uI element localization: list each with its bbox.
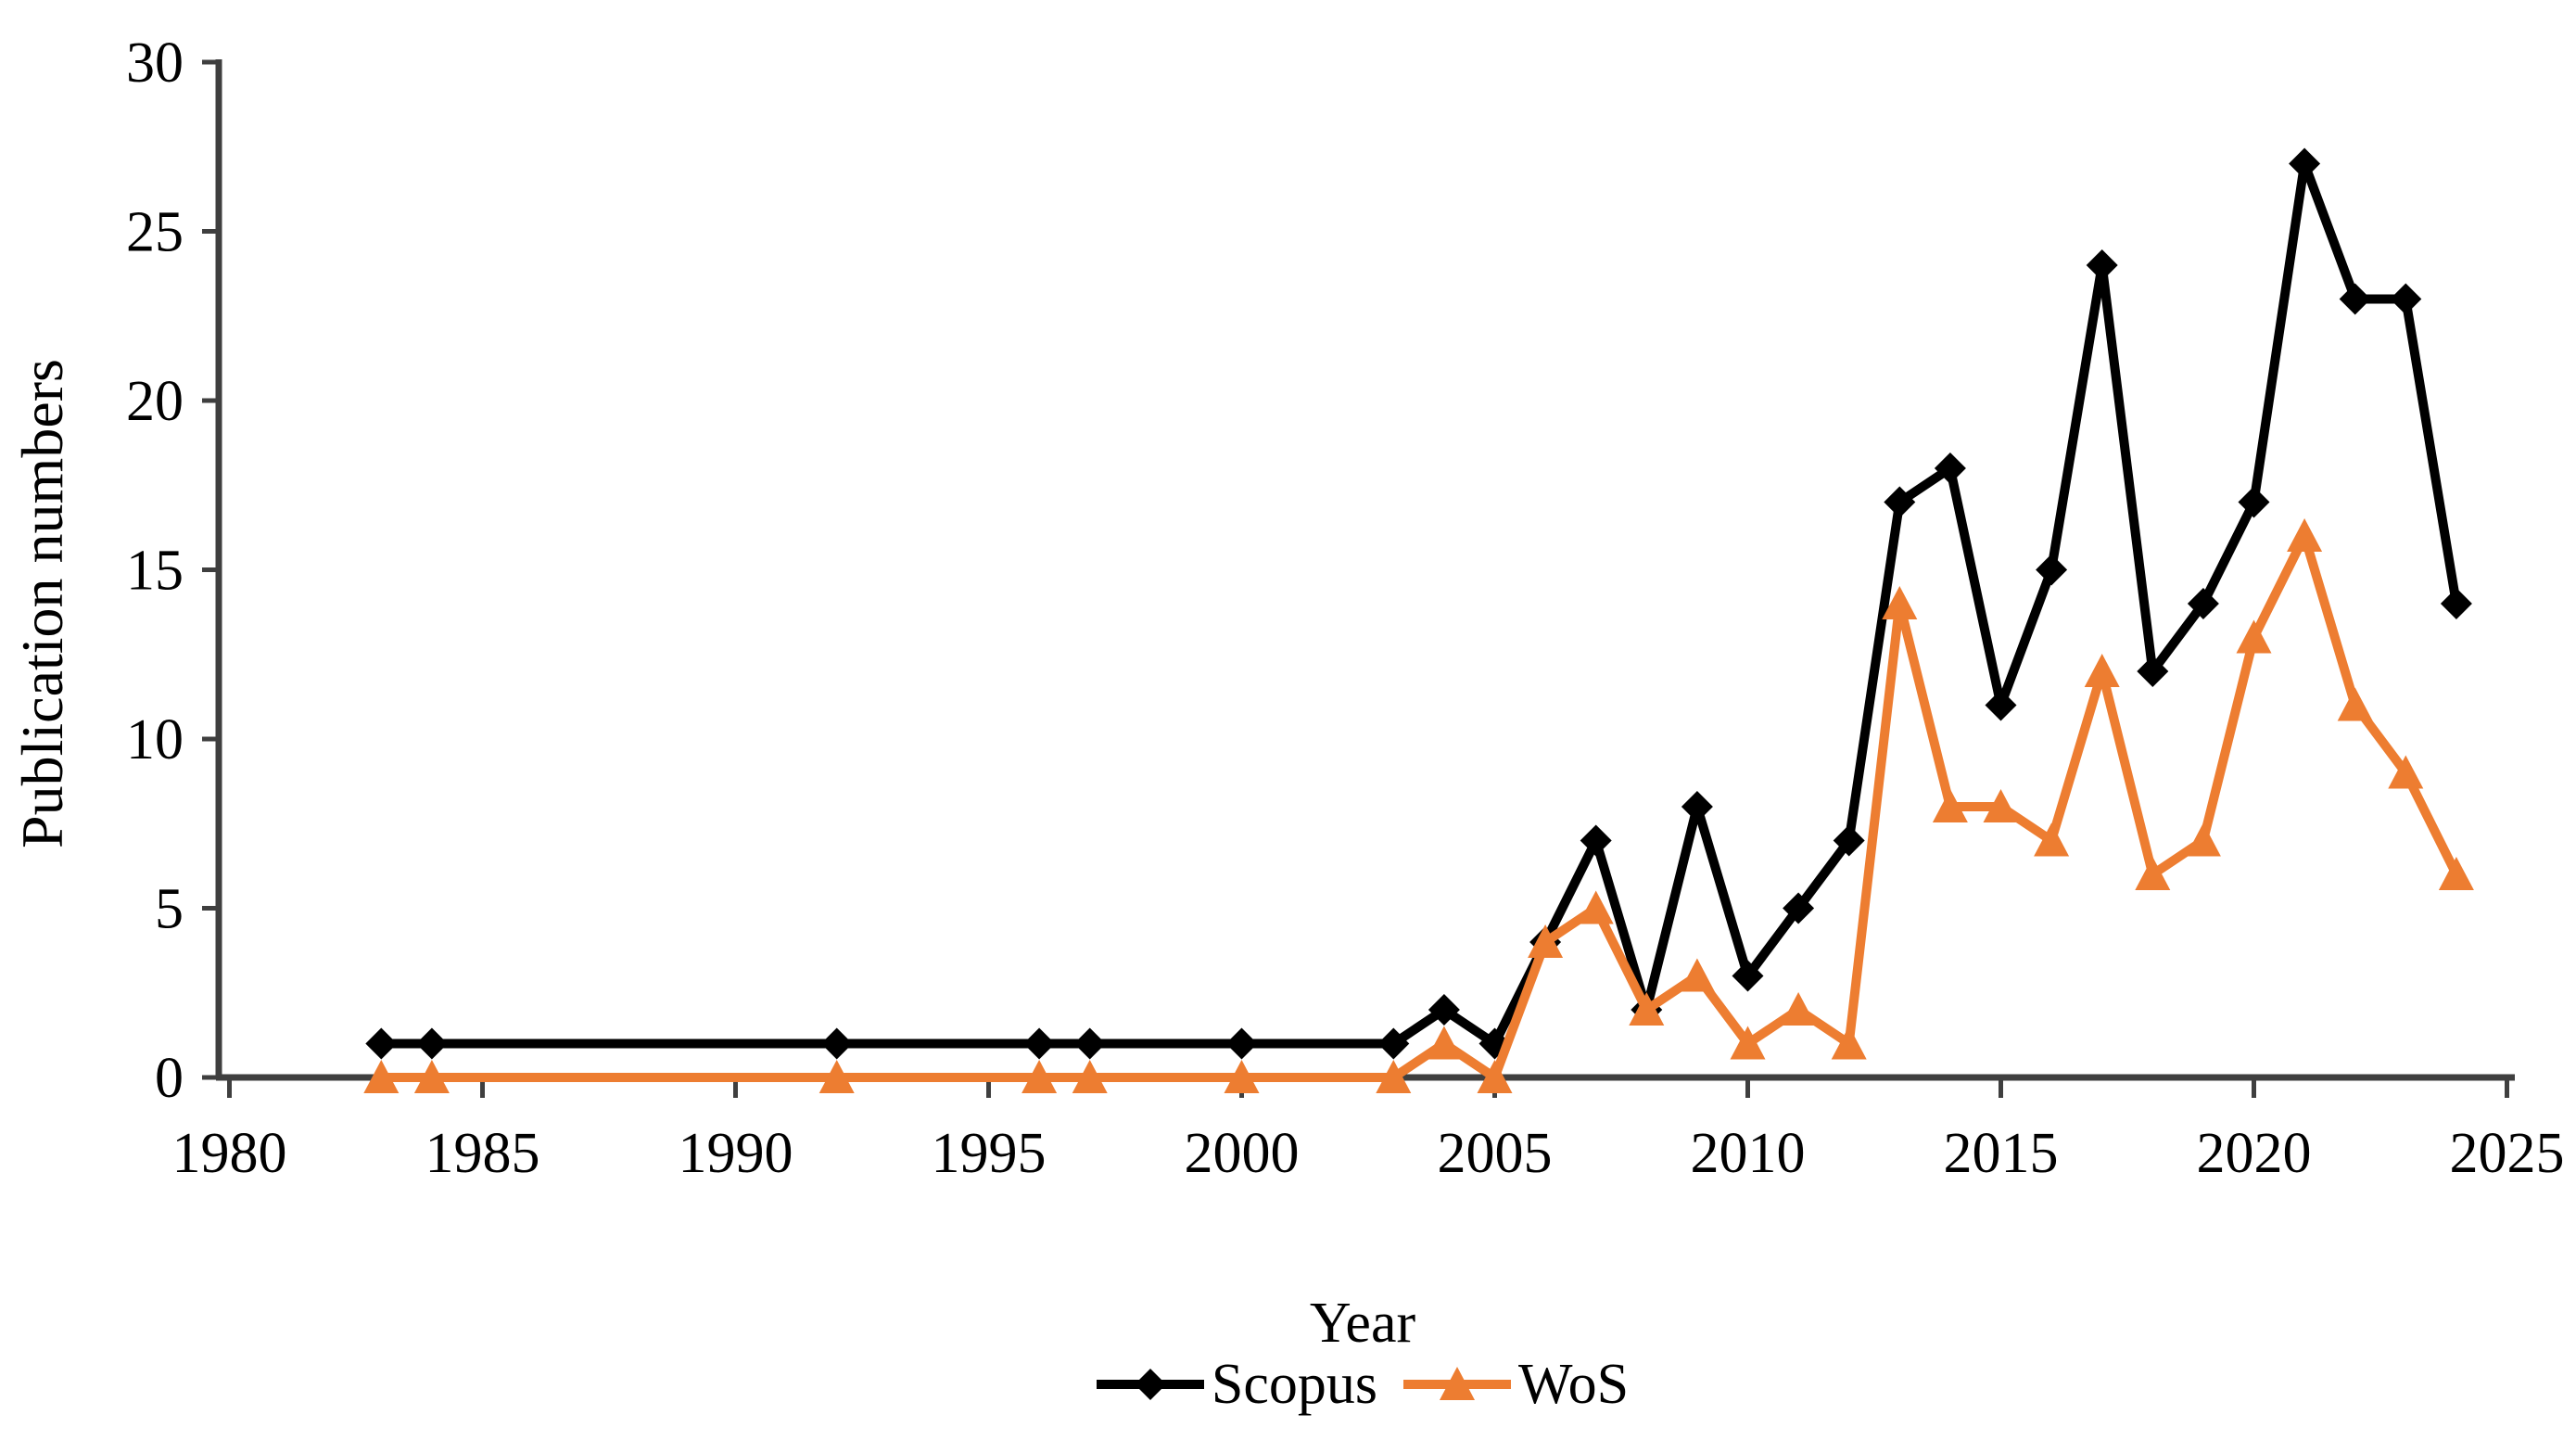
scopus-marker (365, 1027, 398, 1060)
wos-marker (2287, 518, 2323, 552)
x-tick-label: 1985 (425, 1122, 540, 1185)
scopus-marker (1428, 994, 1460, 1026)
x-tick-label: 2000 (1185, 1122, 1300, 1185)
y-tick-label: 15 (126, 540, 184, 603)
legend-item-scopus: Scopus (1096, 1353, 1378, 1416)
wos-marker (2388, 755, 2424, 789)
x-tick-label: 1995 (932, 1122, 1047, 1185)
scopus-marker (1580, 824, 1612, 857)
scopus-marker (2440, 588, 2472, 619)
wos-marker (1376, 1060, 1412, 1093)
x-tick-label: 2010 (1691, 1122, 1806, 1185)
scopus-marker (1985, 689, 2017, 721)
scopus-marker (1681, 791, 1713, 822)
wos-marker (1730, 1026, 1766, 1060)
wos-series-line (376, 531, 2461, 1082)
wos-marker (363, 1060, 400, 1093)
legend-label-wos: WoS (1518, 1353, 1630, 1416)
scopus-marker (2238, 486, 2270, 518)
wos-legend-marker (1403, 1367, 1512, 1400)
x-axis-title: Year (1309, 1292, 1416, 1355)
x-tick-label: 2005 (1438, 1122, 1553, 1185)
wos-marker (2185, 822, 2221, 857)
scopus-marker (820, 1027, 853, 1060)
scopus-marker (1833, 824, 1865, 857)
y-tick-label: 30 (126, 32, 184, 95)
scopus-legend-shape (1134, 1369, 1166, 1400)
y-axis-title: Publication numbers (9, 359, 75, 848)
scopus-marker (2289, 147, 2321, 180)
wos-marker (1629, 992, 1665, 1026)
scopus-marker (1377, 1027, 1410, 1060)
x-tick-label: 2015 (1944, 1122, 2059, 1185)
wos-marker (2337, 687, 2373, 721)
scopus-marker (2187, 588, 2219, 619)
wos-marker (1022, 1060, 1058, 1093)
wos-marker (2236, 619, 2272, 654)
wos-marker (1477, 1060, 1513, 1093)
wos-marker (1528, 924, 1564, 958)
wos-marker (1781, 992, 1817, 1026)
scopus-marker (1934, 452, 1966, 484)
scopus-marker (2390, 283, 2422, 315)
scopus-marker (2086, 249, 2118, 281)
wos-marker (1983, 789, 2019, 822)
scopus-marker (415, 1027, 448, 1060)
wos-legend-shape (1440, 1367, 1476, 1400)
wos-marker (1679, 958, 1715, 992)
wos-marker (2135, 857, 2171, 890)
y-tick-label: 0 (155, 1047, 184, 1110)
scopus-marker (2036, 554, 2068, 586)
legend: Scopus WoS (219, 1356, 2506, 1413)
wos-marker (818, 1060, 855, 1093)
legend-label-scopus: Scopus (1211, 1353, 1378, 1416)
scopus-marker (1225, 1027, 1258, 1060)
scopus-marker (1732, 960, 1764, 992)
wos-marker (413, 1060, 450, 1093)
wos-marker (1831, 1026, 1867, 1060)
wos-marker (2438, 857, 2474, 890)
scopus-series-line (376, 159, 2461, 1049)
wos-marker (1932, 789, 1968, 822)
scopus-marker (1023, 1027, 1056, 1060)
legend-item-wos: WoS (1403, 1356, 1629, 1413)
x-tick-label: 1980 (172, 1122, 287, 1185)
scopus-legend-marker (1096, 1369, 1204, 1400)
wos-marker (2034, 822, 2070, 857)
x-tick-label: 1990 (679, 1122, 793, 1185)
scopus-marker (1884, 486, 1916, 518)
y-tick-label: 25 (126, 201, 184, 264)
x-tick-label: 2020 (2197, 1122, 2312, 1185)
wos-marker (1882, 586, 1918, 619)
y-tick-label: 10 (126, 708, 184, 771)
wos-marker (1578, 890, 1614, 924)
scopus-marker (1783, 892, 1815, 924)
scopus-marker (2339, 283, 2371, 315)
wos-marker (1224, 1060, 1260, 1093)
x-tick-label: 2025 (2450, 1122, 2565, 1185)
wos-marker (2084, 654, 2120, 687)
wos-marker (1072, 1060, 1108, 1093)
wos-marker (1426, 1026, 1462, 1060)
y-tick-label: 5 (155, 878, 184, 941)
y-tick-label: 20 (126, 370, 184, 433)
scopus-marker (2137, 656, 2169, 687)
scopus-marker (1073, 1027, 1106, 1060)
